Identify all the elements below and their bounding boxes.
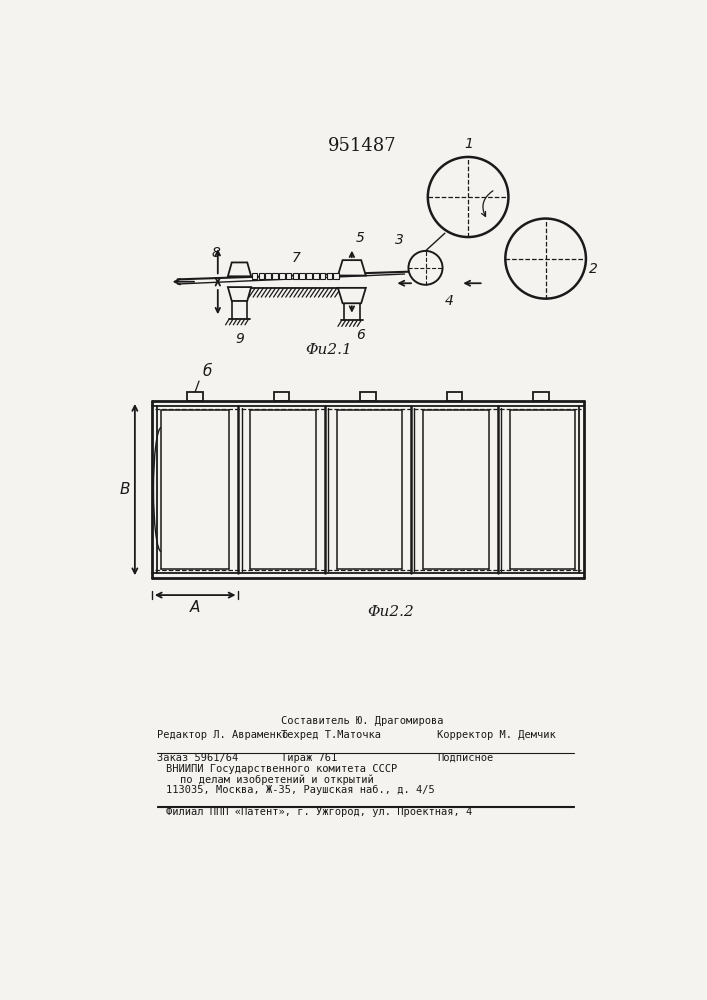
Text: 8: 8 [212, 246, 221, 260]
Polygon shape [228, 262, 251, 276]
Text: ВНИИПИ Государственного комитета СССР: ВНИИПИ Государственного комитета СССР [166, 764, 397, 774]
Bar [334, 273, 339, 279]
Bar [313, 273, 319, 279]
Bar [286, 273, 291, 279]
Bar [320, 273, 325, 279]
Text: 7: 7 [292, 251, 300, 265]
Bar [266, 273, 271, 279]
Text: б: б [202, 364, 211, 379]
Bar [259, 273, 264, 279]
Text: 113035, Москва, Ж-35, Раушская наб., д. 4/5: 113035, Москва, Ж-35, Раушская наб., д. … [166, 784, 435, 795]
Text: Φu2.2: Φu2.2 [367, 605, 414, 619]
Text: 2: 2 [589, 262, 598, 276]
Bar [533, 392, 549, 401]
Text: Φu2.1: Φu2.1 [305, 343, 352, 357]
Bar [187, 392, 203, 401]
Text: Тираж 761: Тираж 761 [281, 753, 337, 763]
Polygon shape [338, 288, 366, 303]
Bar [447, 392, 462, 401]
Polygon shape [338, 260, 366, 276]
Bar [252, 273, 257, 279]
Bar [272, 273, 278, 279]
Bar [279, 273, 285, 279]
Text: Составитель Ю. Драгомирова: Составитель Ю. Драгомирова [281, 716, 443, 726]
Bar [300, 273, 305, 279]
Text: Филиал ППП «Патент», г. Ужгород, ул. Проектная, 4: Филиал ППП «Патент», г. Ужгород, ул. Про… [166, 807, 472, 817]
Bar [327, 273, 332, 279]
Text: B: B [119, 482, 130, 497]
Polygon shape [228, 287, 251, 301]
Text: Подписное: Подписное [437, 753, 493, 763]
Bar [306, 273, 312, 279]
Text: A: A [190, 600, 200, 615]
Text: 9: 9 [235, 332, 244, 346]
Text: 4: 4 [444, 294, 453, 308]
Text: Редактор Л. Авраменко: Редактор Л. Авраменко [156, 730, 288, 740]
Text: 6: 6 [356, 328, 365, 342]
Text: 5: 5 [356, 231, 365, 245]
Text: 1: 1 [464, 137, 473, 151]
Text: по делам изобретений и открытий: по делам изобретений и открытий [180, 774, 373, 785]
Text: Заказ 5961/64: Заказ 5961/64 [156, 753, 238, 763]
Text: 951487: 951487 [327, 137, 396, 155]
Text: Корректор М. Демчик: Корректор М. Демчик [437, 730, 556, 740]
Bar [274, 392, 289, 401]
Bar [361, 392, 376, 401]
Text: Техред Т.Маточка: Техред Т.Маточка [281, 730, 380, 740]
Text: 3: 3 [395, 233, 404, 247]
Bar [293, 273, 298, 279]
